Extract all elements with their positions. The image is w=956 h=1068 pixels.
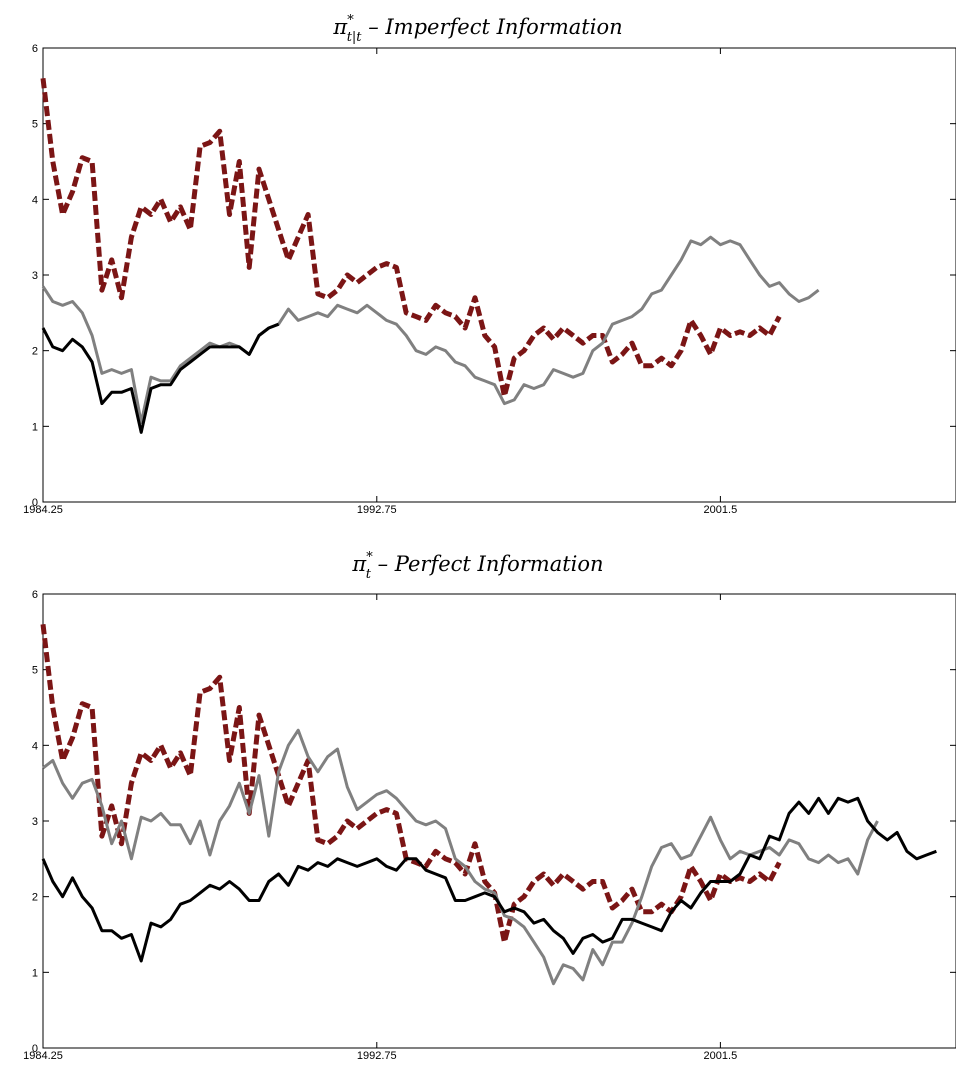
title-subscript: t	[366, 567, 372, 582]
y-tick-label: 3	[32, 816, 38, 828]
title-text: – Imperfect Information	[362, 15, 623, 39]
series-line-0	[40, 78, 782, 399]
plot-area-frame	[42, 593, 956, 1049]
title-symbol: π	[332, 15, 348, 39]
series-lines	[40, 624, 937, 986]
x-tick-label: 1984.25	[23, 504, 63, 516]
y-tick-label: 1	[32, 421, 38, 433]
title-symbol: π	[351, 552, 367, 576]
x-tick-label: 1992.75	[357, 1050, 397, 1062]
y-tick-label: 3	[32, 270, 38, 282]
y-tick-label: 6	[32, 43, 38, 55]
y-tick-label: 4	[32, 194, 38, 206]
chart-title: π* t|t – Imperfect Information	[332, 13, 622, 45]
title-superscript: *	[347, 13, 354, 28]
y-tick-label: 4	[32, 740, 38, 752]
x-tick-label: 2001.5	[704, 1050, 738, 1062]
chart-panel-perfect-information: π* t – Perfect Information 0 1 2 3 4 5 6 1984.25…	[23, 550, 956, 1062]
y-tick-label: 0	[32, 1043, 38, 1055]
y-tick-label: 6	[32, 589, 38, 601]
y-tick-label: 1	[32, 967, 38, 979]
axis-ticks: 0 1 2 3 4 5 6 1984.25 1992.75 2001.5	[23, 43, 956, 516]
y-tick-label: 5	[32, 665, 38, 677]
y-tick-label: 0	[32, 497, 38, 509]
chart-title: π* t – Perfect Information	[351, 550, 603, 582]
series-line-2	[41, 796, 937, 963]
series-line-2	[41, 322, 280, 434]
y-tick-label: 5	[32, 119, 38, 131]
y-tick-label: 2	[32, 346, 38, 358]
y-tick-label: 2	[32, 892, 38, 904]
axis-ticks: 0 1 2 3 4 5 6 1984.25 1992.75 2001.5	[23, 589, 956, 1062]
series-line-0	[40, 624, 782, 945]
title-text: – Perfect Information	[371, 552, 604, 576]
x-tick-label: 2001.5	[704, 504, 738, 516]
series-line-1	[41, 235, 820, 425]
x-tick-label: 1992.75	[357, 504, 397, 516]
series-lines	[40, 78, 820, 434]
title-superscript: *	[366, 550, 373, 565]
x-tick-label: 1984.25	[23, 1050, 63, 1062]
series-line-1	[42, 728, 879, 986]
plot-area-frame	[42, 47, 956, 503]
chart-panel-imperfect-information: π* t|t – Imperfect Information 0 1 2 3 4 5 6 198…	[23, 13, 956, 516]
title-subscript: t|t	[347, 30, 363, 45]
